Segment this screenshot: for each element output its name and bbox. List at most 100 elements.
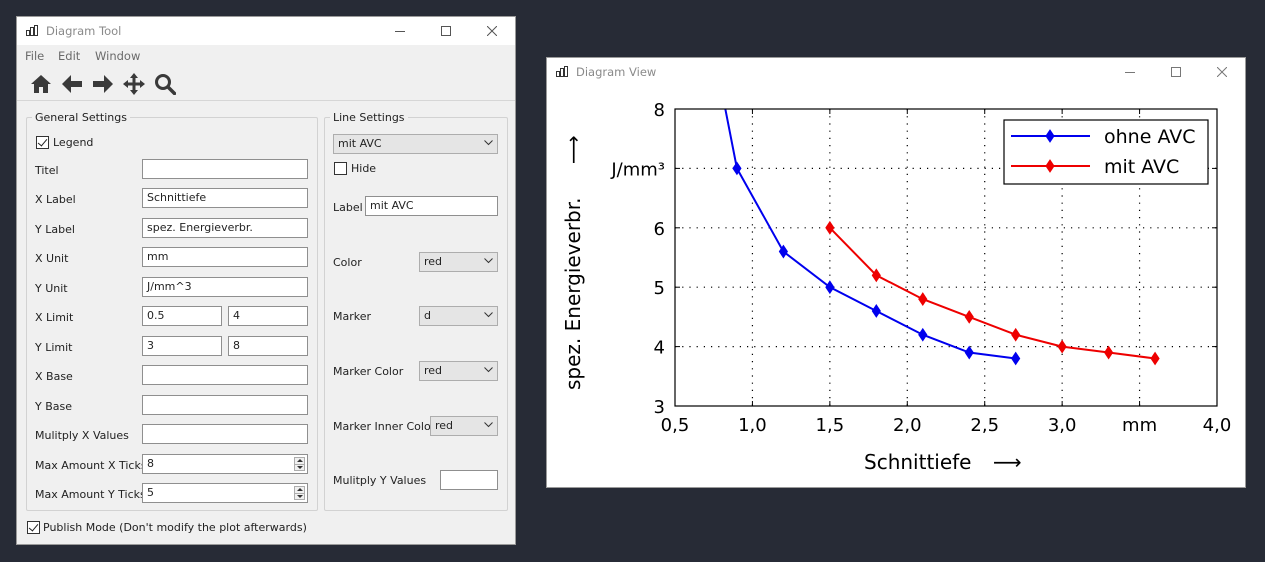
marker-inner-color-select[interactable]: red [430,416,498,436]
forward-button[interactable] [91,72,115,96]
plot-series [724,109,1156,360]
maximize-button[interactable] [423,17,469,45]
publish-mode-label: Publish Mode (Don't modify the plot afte… [43,521,307,534]
line-select-value: mit AVC [338,137,382,150]
data-point-marker [1011,327,1021,342]
spin-arrows-icon[interactable] [294,486,305,500]
x-limit-min-input[interactable]: 0.5 [142,306,222,326]
back-button[interactable] [60,72,84,96]
legend-label: mit AVC [1104,156,1179,178]
marker-select-value: d [424,309,431,322]
multiply-x-input[interactable] [142,424,308,444]
y-tick-label: 6 [654,219,665,240]
chevron-down-icon [484,140,493,146]
y-tick-label: 8 [654,100,665,121]
x-base-label: X Base [35,370,73,383]
legend-label: ohne AVC [1104,126,1195,148]
multiply-x-label: Mulitply X Values [35,429,129,442]
y-axis-arrow: ⟶ [561,135,585,164]
y-label-label: Y Label [35,223,75,236]
close-icon [487,26,497,36]
marker-color-label: Marker Color [333,365,404,378]
plot-markers [732,161,1160,366]
series-line-1 [829,227,1156,360]
minimize-button[interactable] [377,17,423,45]
color-label: Color [333,256,362,269]
x-tick-label: 2,0 [893,415,922,436]
data-point-marker [1150,351,1160,366]
data-point-marker [732,161,742,176]
data-point-marker [918,327,928,342]
pan-move-icon [123,73,145,95]
view-window-title: Diagram View [576,65,657,79]
series-line-0 [724,109,1016,360]
titel-label: Titel [35,164,59,177]
y-label-input[interactable]: spez. Energieverbr. [142,218,308,238]
max-x-ticks-label: Max Amount X Ticks [35,459,147,472]
chevron-down-icon [484,312,493,318]
data-point-marker [825,220,835,235]
general-settings-title: General Settings [32,111,130,124]
view-titlebar[interactable]: Diagram View [547,58,1245,86]
marker-label: Marker [333,310,372,323]
minimize-button[interactable] [1107,58,1153,86]
close-button[interactable] [469,17,515,45]
x-tick-label: 4,0 [1203,415,1232,436]
max-y-ticks-spinbox[interactable]: 5 [142,483,308,503]
data-point-marker [1057,339,1067,354]
minimize-icon [1125,72,1135,73]
pan-button[interactable] [122,72,146,96]
y-limit-max-input[interactable]: 8 [228,336,308,356]
x-tick-label: mm [1122,415,1157,436]
menu-window[interactable]: Window [95,49,141,63]
spin-arrows-icon[interactable] [294,457,305,471]
chevron-down-icon [484,258,493,264]
forward-arrow-icon [93,75,113,93]
data-point-marker [964,345,974,360]
y-base-input[interactable] [142,395,308,415]
max-x-ticks-spinbox[interactable]: 8 [142,454,308,474]
y-tick-label: 3 [654,397,665,418]
menu-file[interactable]: File [25,49,45,63]
x-axis-arrow: ⟶ [993,450,1022,474]
home-button[interactable] [29,72,53,96]
plot-ticks: 0,5 1,0 1,5 2,0 2,5 3,0 mm 4,0 3 4 5 6 J/mm³ 8 [610,100,1231,436]
data-point-marker [1103,345,1114,360]
marker-color-select[interactable]: red [419,361,498,381]
line-select[interactable]: mit AVC [333,134,498,154]
hide-checkbox[interactable] [334,162,347,175]
y-tick-label: J/mm³ [610,159,665,180]
data-point-marker [778,244,789,259]
y-axis-label: spez. Energieverbr. [561,198,585,390]
color-select[interactable]: red [419,252,498,272]
x-unit-input[interactable]: mm [142,247,308,267]
x-limit-label: X Limit [35,311,74,324]
x-limit-max-input[interactable]: 4 [228,306,308,326]
marker-inner-color-select-value: red [435,419,454,432]
color-select-value: red [424,255,443,268]
marker-select[interactable]: d [419,306,498,326]
publish-mode-checkbox[interactable] [27,521,40,534]
plot-legend: ohne AVC mit AVC [1003,119,1209,185]
legend-checkbox[interactable] [36,136,49,149]
maximize-button[interactable] [1153,58,1199,86]
y-base-label: Y Base [35,400,73,413]
zoom-search-icon [155,74,176,95]
tool-titlebar[interactable]: Diagram Tool [17,17,515,45]
x-base-input[interactable] [142,365,308,385]
chevron-down-icon [484,422,493,428]
multiply-y-input[interactable] [440,470,498,490]
line-settings-group: Line Settings mit AVC Hide Label mit AVC… [324,111,508,511]
x-label-input[interactable]: Schnittiefe [142,188,308,208]
y-unit-input[interactable]: J/mm^3 [142,277,308,297]
close-button[interactable] [1199,58,1245,86]
menu-edit[interactable]: Edit [58,49,81,63]
zoom-button[interactable] [153,72,177,96]
line-label-input[interactable]: mit AVC [365,196,498,216]
x-label-label: X Label [35,193,76,206]
minimize-icon [395,31,405,32]
titel-input[interactable] [142,159,308,179]
y-limit-min-input[interactable]: 3 [142,336,222,356]
diagram-plot: 0,5 1,0 1,5 2,0 2,5 3,0 mm 4,0 3 4 5 6 J/mm³ 8 ohne A… [561,100,1231,474]
legend-marker [1045,159,1055,173]
